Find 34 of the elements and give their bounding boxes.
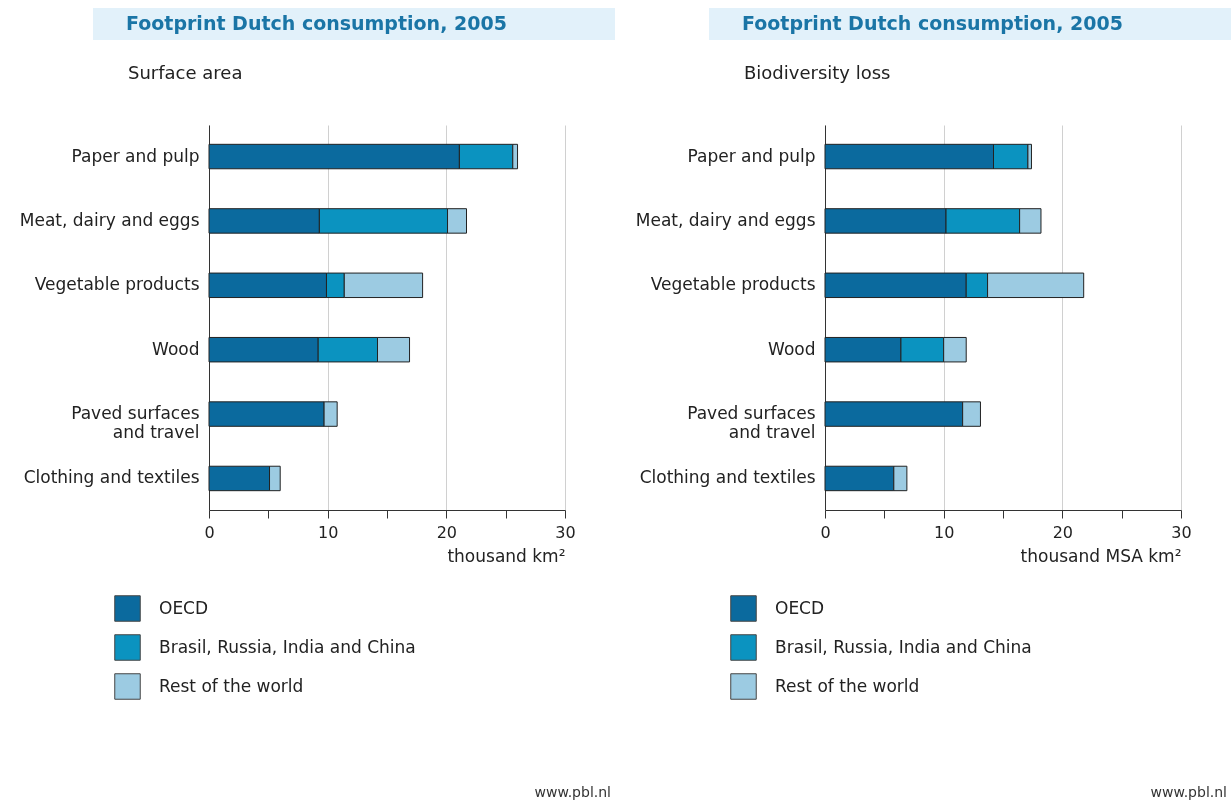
legend-label: OECD (775, 597, 825, 618)
chart-subtitle: Surface area (128, 62, 243, 83)
legend-label: Rest of the world (775, 675, 920, 696)
y-tick-label: Paved surfaces and travel (687, 403, 816, 443)
y-tick-label: Meat, dairy and eggs (635, 209, 816, 230)
y-tick-label: Clothing and textiles (23, 467, 200, 488)
legend-label: Brasil, Russia, India and China (159, 636, 416, 657)
legend-label: OECD (159, 597, 209, 618)
chart-title: Footprint Dutch consumption, 2005 (126, 12, 507, 34)
y-tick-label: Meat, dairy and eggs (19, 209, 200, 230)
y-tick-label: Paper and pulp (71, 145, 200, 166)
chart-subtitle: Biodiversity loss (744, 62, 891, 83)
y-tick-label: Wood (152, 338, 200, 359)
x-tick-label: 30 (555, 522, 576, 542)
text: www.pbl.nl (534, 784, 611, 800)
x-tick-label: 30 (1171, 522, 1192, 542)
y-tick-label: Vegetable products (34, 274, 200, 295)
y-tick-label: Clothing and textiles (639, 467, 816, 488)
x-tick-label: 10 (933, 522, 955, 542)
y-tick-label: Wood (768, 338, 816, 359)
y-tick-label: Vegetable products (650, 274, 816, 295)
y-tick-label: Paved surfaces and travel (71, 403, 200, 443)
x-axis-title: thousand MSA km² (1020, 545, 1182, 566)
chart-title: Footprint Dutch consumption, 2005 (742, 12, 1123, 34)
x-tick-label: 20 (436, 522, 458, 542)
x-tick-label: 10 (317, 522, 339, 542)
x-axis-title: thousand km² (447, 545, 566, 566)
legend-label: Brasil, Russia, India and China (775, 636, 1032, 657)
x-tick-label: 0 (204, 522, 215, 542)
text: www.pbl.nl (1150, 784, 1227, 800)
legend-label: Rest of the world (159, 675, 304, 696)
x-tick-label: 20 (1052, 522, 1074, 542)
y-tick-label: Paper and pulp (687, 145, 816, 166)
x-tick-label: 0 (820, 522, 831, 542)
